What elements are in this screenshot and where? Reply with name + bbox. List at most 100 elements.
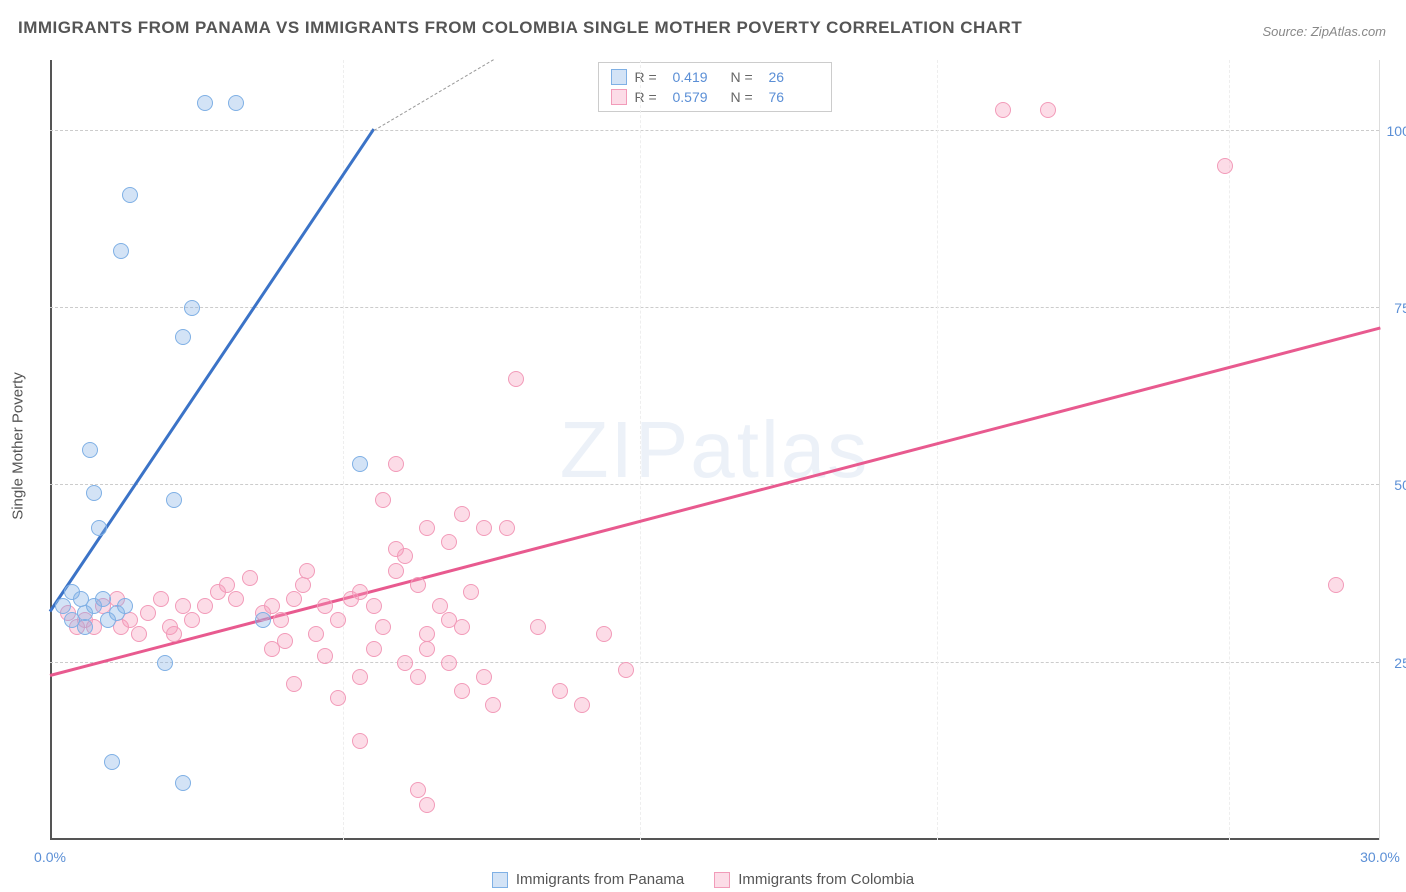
data-point: [131, 626, 147, 642]
data-point: [419, 641, 435, 657]
data-point: [153, 591, 169, 607]
source-label: Source: ZipAtlas.com: [1262, 24, 1386, 39]
plot-area: ZIPatlas R = 0.419 N = 26 R = 0.579 N = …: [50, 60, 1380, 840]
data-point: [277, 633, 293, 649]
data-point: [352, 669, 368, 685]
swatch-panama: [492, 872, 508, 888]
data-point: [596, 626, 612, 642]
hgrid: [50, 662, 1379, 663]
legend-row-colombia: R = 0.579 N = 76: [611, 87, 819, 107]
hgrid: [50, 130, 1379, 131]
correlation-legend: R = 0.419 N = 26 R = 0.579 N = 76: [598, 62, 832, 112]
data-point: [410, 669, 426, 685]
n-label: N =: [731, 69, 761, 85]
data-point: [574, 697, 590, 713]
data-point: [197, 95, 213, 111]
data-point: [441, 655, 457, 671]
y-axis-title: Single Mother Poverty: [10, 372, 27, 520]
swatch-colombia: [611, 89, 627, 105]
data-point: [166, 492, 182, 508]
data-point: [352, 456, 368, 472]
n-label: N =: [731, 89, 761, 105]
data-point: [508, 371, 524, 387]
n-value-panama: 26: [769, 69, 819, 85]
data-point: [1040, 102, 1056, 118]
data-point: [352, 584, 368, 600]
data-point: [419, 520, 435, 536]
watermark-bold: ZIP: [560, 405, 690, 494]
data-point: [242, 570, 258, 586]
chart-title: IMMIGRANTS FROM PANAMA VS IMMIGRANTS FRO…: [18, 18, 1022, 38]
data-point: [122, 187, 138, 203]
trend-line: [373, 59, 493, 131]
trend-line: [50, 327, 1381, 677]
watermark: ZIPatlas: [560, 404, 869, 496]
data-point: [330, 690, 346, 706]
data-point: [104, 754, 120, 770]
data-point: [197, 598, 213, 614]
data-point: [299, 563, 315, 579]
legend-label-colombia: Immigrants from Colombia: [738, 871, 914, 888]
watermark-thin: atlas: [690, 405, 869, 494]
data-point: [410, 577, 426, 593]
y-tick-label: 75.0%: [1384, 300, 1406, 316]
data-point: [441, 534, 457, 550]
swatch-colombia: [714, 872, 730, 888]
data-point: [184, 300, 200, 316]
data-point: [366, 598, 382, 614]
data-point: [1328, 577, 1344, 593]
data-point: [228, 95, 244, 111]
data-point: [77, 619, 93, 635]
hgrid: [50, 484, 1379, 485]
data-point: [273, 612, 289, 628]
data-point: [317, 648, 333, 664]
data-point: [175, 329, 191, 345]
swatch-panama: [611, 69, 627, 85]
vgrid: [640, 60, 641, 840]
data-point: [375, 492, 391, 508]
data-point: [157, 655, 173, 671]
data-point: [476, 669, 492, 685]
data-point: [485, 697, 501, 713]
r-value-panama: 0.419: [673, 69, 723, 85]
data-point: [330, 612, 346, 628]
data-point: [454, 619, 470, 635]
data-point: [454, 683, 470, 699]
data-point: [113, 243, 129, 259]
data-point: [184, 612, 200, 628]
data-point: [317, 598, 333, 614]
data-point: [463, 584, 479, 600]
data-point: [419, 797, 435, 813]
chart-container: IMMIGRANTS FROM PANAMA VS IMMIGRANTS FRO…: [0, 0, 1406, 892]
data-point: [476, 520, 492, 536]
data-point: [388, 456, 404, 472]
data-point: [295, 577, 311, 593]
data-point: [140, 605, 156, 621]
data-point: [228, 591, 244, 607]
data-point: [286, 591, 302, 607]
data-point: [175, 775, 191, 791]
legend-item-colombia: Immigrants from Colombia: [714, 871, 914, 888]
data-point: [86, 485, 102, 501]
data-point: [454, 506, 470, 522]
data-point: [286, 676, 302, 692]
data-point: [552, 683, 568, 699]
data-point: [375, 619, 391, 635]
x-tick-label: 30.0%: [1360, 849, 1400, 865]
n-value-colombia: 76: [769, 89, 819, 105]
data-point: [530, 619, 546, 635]
data-point: [91, 520, 107, 536]
data-point: [388, 541, 404, 557]
data-point: [618, 662, 634, 678]
trend-line: [49, 129, 375, 613]
y-tick-label: 25.0%: [1384, 655, 1406, 671]
y-axis: [50, 60, 52, 840]
data-point: [255, 612, 271, 628]
x-axis: [50, 838, 1379, 840]
data-point: [995, 102, 1011, 118]
legend-row-panama: R = 0.419 N = 26: [611, 67, 819, 87]
r-value-colombia: 0.579: [673, 89, 723, 105]
data-point: [499, 520, 515, 536]
hgrid: [50, 307, 1379, 308]
legend-item-panama: Immigrants from Panama: [492, 871, 684, 888]
